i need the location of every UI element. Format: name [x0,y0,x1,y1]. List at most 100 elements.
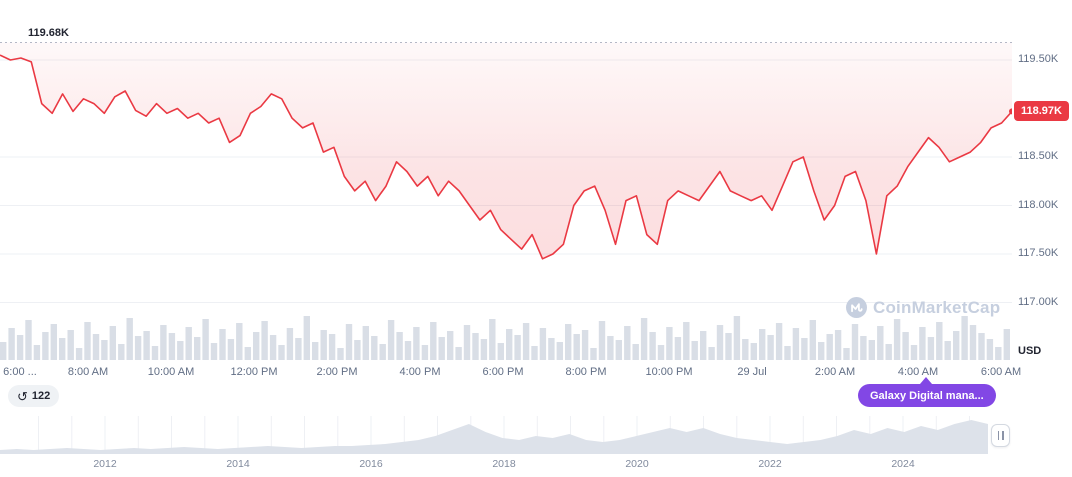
volume-bar [463,325,471,360]
volume-bar [295,338,302,360]
volume-bar [219,329,226,360]
news-badge-label: Galaxy Digital mana... [870,389,984,402]
price-line [0,54,1012,260]
volume-bar [67,330,74,360]
volume-bar [767,335,774,360]
x-axis-label: 10:00 PM [645,366,693,378]
volume-bar [598,321,606,360]
volume-bar [447,331,454,360]
x-axis-label: 2:00 AM [814,366,856,378]
high-watermark-label: 119.68K [28,26,69,39]
x-axis-label: 8:00 AM [67,366,109,378]
volume-bar [177,341,184,360]
timeline-year-label: 2016 [359,458,383,470]
y-axis-label: 117.50K [1018,247,1059,260]
volume-bar [759,329,766,360]
volume-bar [404,341,412,360]
timeline-year-label: 2022 [758,458,782,470]
volume-bar [919,327,926,360]
volume-bar [750,343,757,360]
timeline-year-label: 2024 [891,458,915,470]
volume-bar [413,327,420,360]
volume-bar [1003,329,1010,360]
volume-bar [708,347,715,360]
volume-bar [902,332,909,360]
volume-bar [615,340,622,360]
volume-bar [969,325,977,360]
volume-bar [843,348,850,360]
volume-bar [202,319,209,360]
price-chart-svg[interactable] [0,0,1012,362]
volume-bar [101,340,108,360]
volume-bar [303,316,310,360]
x-axis-label: 29 Jul [737,366,767,378]
volume-bar [539,328,547,360]
news-pointer-triangle-icon [920,377,932,384]
volume-bar [126,318,133,360]
volume-bar [792,328,800,360]
volume-bar [522,323,530,360]
volume-bar [25,320,32,360]
volume-bar [421,345,429,360]
timeline-nav-handle[interactable] [991,424,1010,447]
y-axis-label: 117.00K [1018,296,1059,308]
volume-bar [455,347,462,360]
volume-bar [337,348,344,360]
volume-bar [210,343,218,360]
history-badge[interactable]: ↺ 122 [8,385,60,407]
volume-bar [489,319,496,360]
volume-bar [809,320,816,360]
volume-bar [151,346,159,360]
volume-bar [649,332,656,360]
volume-bar [978,333,985,360]
news-badge[interactable]: Galaxy Digital mana... [858,384,996,407]
timeline-year-label: 2018 [492,458,516,470]
volume-bar [269,335,277,360]
x-axis-label: 4:00 AM [897,366,939,378]
volume-bar [607,336,614,360]
x-axis-labels: 6:00 ... 8:00 AM 10:00 AM 12:00 PM 2:00 PM 4:… [0,366,1021,380]
volume-bar [953,331,960,360]
volume-bar [548,338,555,360]
history-clock-icon: ↺ [17,388,28,404]
handle-grip-icon [997,431,999,440]
volume-bar [936,322,943,360]
volume-bar [910,345,918,360]
volume-bar [387,320,395,360]
volume-bar [328,334,336,360]
volume-bar [143,331,150,360]
volume-bar [438,337,445,360]
volume-bar [286,328,294,360]
volume-bar [497,343,504,360]
price-series [0,42,1012,260]
y-axis-label: 118.00K [1018,198,1059,211]
volume-bar [986,339,994,360]
timeline-brush[interactable] [0,414,988,456]
x-axis-label: 2:00 PM [316,366,358,378]
timeline-svg[interactable] [0,414,988,456]
volume-bar [75,348,83,360]
volume-bar [0,342,7,360]
volume-bar [16,335,24,360]
timeline-year-label: 2014 [226,458,250,470]
x-axis-label: 8:00 PM [565,366,607,378]
y-axis: 118.97K USD 119.50K 118.50K 118.00K 117.50K… [1012,0,1072,380]
volume-bar [590,348,597,360]
x-axis-label: 10:00 AM [147,366,195,378]
volume-bar [312,342,319,360]
main-chart-area[interactable]: CoinMarketCap [0,0,1012,362]
volume-bar [995,347,1002,360]
volume-bar [92,334,100,360]
volume-bar [244,347,251,360]
volume-bar [725,333,732,360]
volume-bar [514,335,521,360]
volume-bar [700,331,707,360]
volume-bar [565,324,572,360]
volume-bar [194,337,201,360]
x-axis-label: 4:00 PM [399,366,441,378]
volume-bar [834,330,842,360]
volume-bar [657,345,665,360]
volume-bar [160,325,167,360]
volume-bar [84,322,91,360]
volume-bar [851,324,859,360]
